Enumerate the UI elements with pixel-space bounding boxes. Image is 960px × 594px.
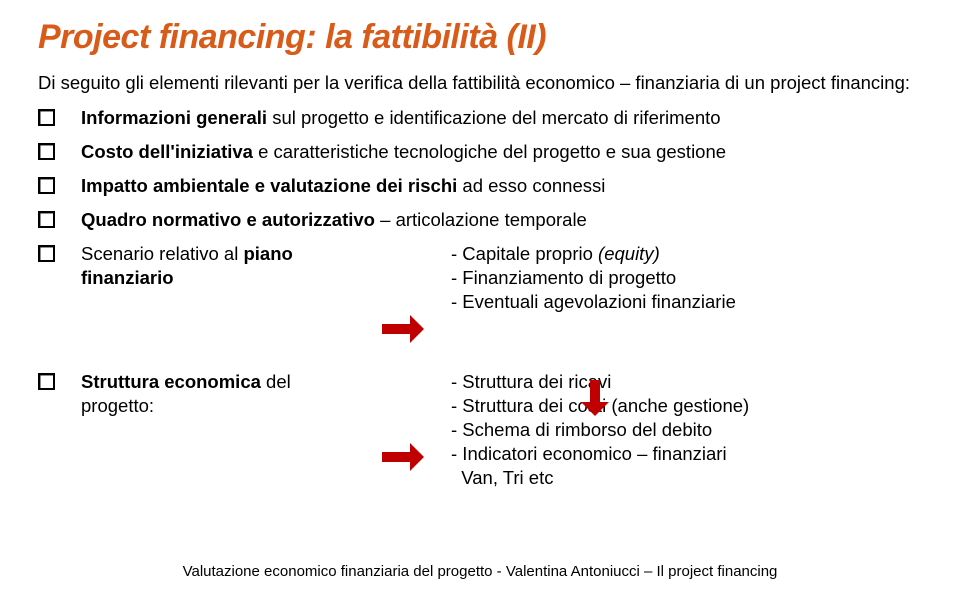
slide: Project financing: la fattibilità (II) D…	[0, 0, 960, 594]
struttura-left: Struttura economica del progetto:	[81, 370, 361, 418]
struttura-item: - Schema di rimborso del debito	[451, 418, 749, 442]
bullet-rest: – articolazione temporale	[375, 209, 587, 230]
checkbox-icon	[38, 245, 55, 262]
slide-subtitle: Di seguito gli elementi rilevanti per la…	[38, 71, 922, 96]
bullet-list: Informazioni generali sul progetto e ide…	[38, 106, 922, 491]
struttura-tail: Van, Tri etc	[451, 466, 749, 490]
bullet-bold: Costo dell'iniziativa	[81, 141, 253, 162]
bullet-rest: ad esso connessi	[457, 175, 605, 196]
scenario-item: - Capitale proprio (equity)	[451, 242, 736, 266]
struttura-bold: Struttura economica	[81, 371, 261, 392]
checkbox-icon	[38, 373, 55, 390]
bullet-bold: Impatto ambientale e valutazione dei ris…	[81, 175, 457, 196]
scenario-left: Scenario relativo al piano finanziario	[81, 242, 361, 290]
slide-title: Project financing: la fattibilità (II)	[38, 18, 922, 57]
checkbox-icon	[38, 143, 55, 160]
footer-text: Valutazione economico finanziaria del pr…	[0, 563, 960, 580]
checkbox-icon	[38, 177, 55, 194]
bullet-rest: sul progetto e identificazione del merca…	[267, 107, 721, 128]
bullet-item: Informazioni generali sul progetto e ide…	[38, 106, 922, 130]
bullet-rest: e caratteristiche tecnologiche del proge…	[253, 141, 726, 162]
checkbox-icon	[38, 211, 55, 228]
bullet-bold: Informazioni generali	[81, 107, 267, 128]
bullet-item: Costo dell'iniziativa e caratteristiche …	[38, 140, 922, 164]
bullet-text: Informazioni generali sul progetto e ide…	[81, 106, 721, 130]
scenario-item: - Finanziamento di progetto	[451, 266, 736, 290]
bullet-text: Costo dell'iniziativa e caratteristiche …	[81, 140, 726, 164]
scenario-right: - Capitale proprio (equity) - Finanziame…	[451, 242, 736, 314]
struttura-item: - Indicatori economico – finanziari	[451, 442, 749, 466]
bullet-bold: Quadro normativo e autorizzativo	[81, 209, 375, 230]
bullet-text: Quadro normativo e autorizzativo – artic…	[81, 208, 587, 232]
struttura-right: - Struttura dei ricavi - Struttura dei c…	[451, 370, 749, 490]
struttura-item: - Struttura dei ricavi	[451, 370, 749, 394]
bullet-text: Impatto ambientale e valutazione dei ris…	[81, 174, 605, 198]
scenario-item: - Eventuali agevolazioni finanziarie	[451, 290, 736, 314]
scenario-row: Scenario relativo al piano finanziario -…	[38, 242, 922, 314]
bullet-item: Impatto ambientale e valutazione dei ris…	[38, 174, 922, 198]
struttura-row: Struttura economica del progetto: - Stru…	[38, 370, 922, 490]
scenario-prefix: Scenario relativo al	[81, 243, 243, 264]
bullet-item: Quadro normativo e autorizzativo – artic…	[38, 208, 922, 232]
checkbox-icon	[38, 109, 55, 126]
